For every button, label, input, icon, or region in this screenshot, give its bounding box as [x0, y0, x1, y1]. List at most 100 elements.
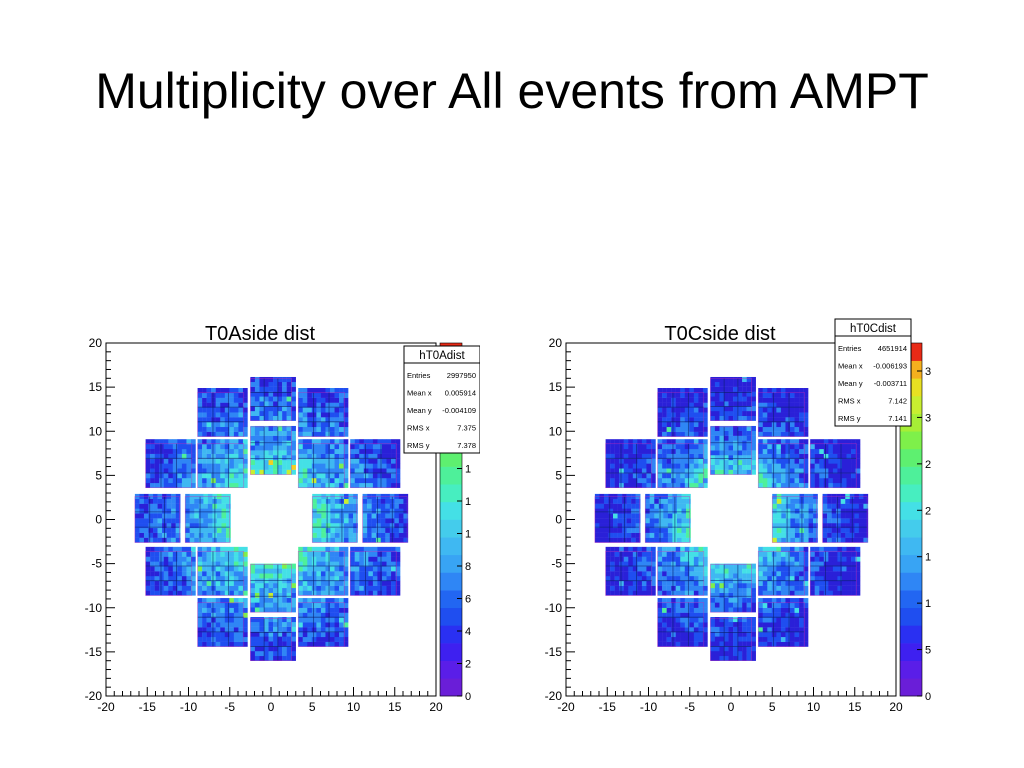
x-tick-label: -15: [139, 700, 157, 714]
colorbar-tick-label: 6: [465, 594, 471, 606]
detector-module: [644, 493, 691, 543]
colorbar-tick-label: 2: [925, 505, 931, 517]
detector-module: [710, 376, 756, 421]
colorbar-tick-label: 5: [925, 645, 931, 657]
stats-value: 2997950: [447, 371, 476, 380]
detector-module: [362, 493, 409, 543]
detector-module: [657, 388, 708, 437]
y-tick-label: -10: [545, 601, 563, 615]
x-tick-label: 10: [807, 700, 821, 714]
stats-label: RMS y: [838, 414, 861, 423]
detector-module: [197, 546, 248, 596]
detector-module: [297, 388, 349, 437]
color-bar: [899, 342, 923, 697]
detector-module: [809, 439, 861, 489]
x-tick-label: -15: [599, 700, 617, 714]
chart-title: T0Aside dist: [205, 323, 315, 345]
detector-module: [197, 598, 248, 647]
colorbar-tick-label: 1: [465, 464, 471, 476]
stats-value: 7.378: [457, 441, 476, 450]
detector-module: [297, 546, 349, 596]
stats-label: Mean x: [838, 362, 863, 371]
stats-box: hT0Adist Entries 2997950 Mean x 0.005914 Mean…: [403, 345, 480, 454]
colorbar-tick-label: 8: [465, 561, 471, 573]
detector-module: [145, 439, 196, 489]
detector-module: [594, 493, 641, 543]
detector-module: [657, 439, 708, 489]
y-tick-label: 15: [549, 380, 563, 394]
stats-label: RMS y: [407, 441, 430, 450]
heatmap-t0a: T0Aside dist-20 -15 -10 -5 0 5 10 15 2020151050-…: [85, 323, 480, 714]
detector-module: [657, 598, 708, 647]
y-tick-label: 10: [89, 424, 103, 438]
stats-value: -0.004109: [442, 406, 476, 415]
stats-value: -0.003711: [874, 379, 907, 388]
stats-label: RMS x: [838, 397, 861, 406]
y-tick-label: 5: [95, 468, 102, 482]
detector-module: [757, 546, 809, 596]
detector-module: [757, 598, 809, 647]
colorbar-tick-label: 2: [925, 459, 931, 471]
stats-label: Mean y: [407, 406, 432, 415]
detector-module: [349, 439, 401, 489]
stats-label: Mean y: [838, 379, 863, 388]
detector-module: [250, 376, 296, 421]
y-tick-label: 5: [555, 468, 562, 482]
x-tick-label: -10: [180, 700, 198, 714]
detector-module: [657, 546, 708, 596]
x-tick-label: -5: [224, 700, 235, 714]
y-tick-label: 15: [89, 380, 103, 394]
x-tick-label: -20: [557, 700, 575, 714]
colorbar-tick-label: 0: [465, 691, 471, 703]
stats-value: 7.375: [457, 424, 476, 433]
stats-value: 7.141: [888, 414, 907, 423]
colorbar-tick-label: 1: [465, 496, 471, 508]
y-tick-label: 0: [95, 513, 102, 527]
detector-module: [145, 546, 196, 596]
stats-value: 4651914: [878, 344, 907, 353]
x-tick-label: 10: [347, 700, 361, 714]
detector-module: [757, 439, 809, 489]
chart-title: T0Cside dist: [664, 323, 776, 345]
y-tick-label: -5: [551, 557, 562, 571]
stats-value: -0.006193: [873, 362, 907, 371]
stats-label: Mean x: [407, 389, 432, 398]
detector-module: [297, 598, 349, 647]
detector-module: [822, 493, 869, 543]
x-tick-label: 5: [769, 700, 776, 714]
y-tick-label: -20: [545, 689, 563, 703]
y-tick-label: -15: [85, 645, 103, 659]
stats-value: 0.005914: [445, 389, 476, 398]
colorbar-tick-label: 1: [925, 598, 931, 610]
colorbar-tick-label: 1: [925, 552, 931, 564]
y-tick-label: -5: [91, 557, 102, 571]
detector-module: [710, 617, 756, 661]
stats-value: 7.142: [888, 397, 907, 406]
stats-box: hT0Cdist Entries 4651914 Mean x -0.006193 Mea…: [834, 318, 912, 427]
stats-name: hT0Adist: [419, 350, 465, 362]
detector-module: [809, 546, 861, 596]
stats-label: Entries: [838, 344, 862, 353]
x-tick-label: -10: [640, 700, 658, 714]
detector-module: [250, 617, 296, 661]
detector-module: [349, 546, 401, 596]
detector-module: [134, 493, 181, 543]
slide-title: Multiplicity over All events from AMPT: [95, 63, 929, 119]
x-tick-label: -20: [97, 700, 115, 714]
detector-module: [757, 388, 809, 437]
detector-module: [184, 493, 231, 543]
x-tick-label: 15: [388, 700, 402, 714]
detector-module: [710, 425, 756, 475]
stats-label: RMS x: [407, 424, 430, 433]
x-tick-label: -5: [684, 700, 695, 714]
detector-module: [605, 439, 656, 489]
detector-module: [710, 563, 756, 613]
colorbar-tick-label: 1: [465, 529, 471, 541]
y-tick-label: 20: [89, 336, 103, 350]
detector-module: [197, 388, 248, 437]
stats-label: Entries: [407, 371, 431, 380]
detector-module: [297, 439, 349, 489]
y-tick-label: -20: [85, 689, 103, 703]
detector-module: [250, 563, 296, 613]
colorbar-tick-label: 3: [925, 366, 931, 378]
